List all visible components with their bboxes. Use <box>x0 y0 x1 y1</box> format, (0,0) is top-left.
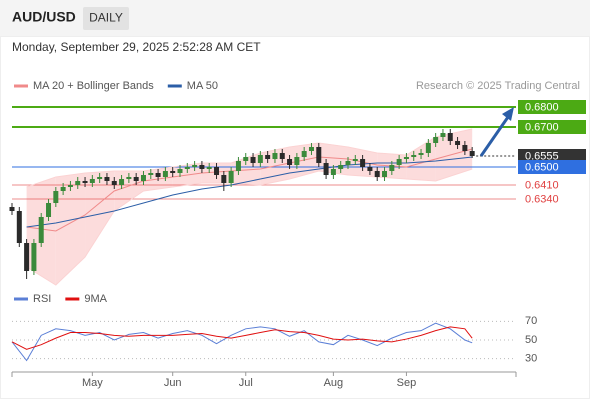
level-box <box>518 160 586 174</box>
candle-body <box>140 175 146 181</box>
candle-body <box>265 155 271 159</box>
candle-body <box>111 181 117 185</box>
candle-body <box>418 153 424 155</box>
candle-body <box>46 203 52 217</box>
candle-body <box>89 179 95 183</box>
candle-body <box>206 167 212 169</box>
candle-body <box>67 185 73 187</box>
level-label: 0.6555 <box>525 150 559 162</box>
candle-body <box>250 157 256 163</box>
candle-body <box>352 159 358 161</box>
candle-body <box>177 169 183 173</box>
candle-body <box>126 177 132 179</box>
candle-body <box>235 161 241 171</box>
candle-body <box>279 153 285 159</box>
candle-body <box>214 167 220 175</box>
bollinger-lower <box>26 168 473 286</box>
candle-body <box>162 171 168 177</box>
candle-body <box>360 159 366 167</box>
bollinger-band <box>55 173 86 285</box>
x-tick-label: Aug <box>324 377 344 389</box>
candle-body <box>9 207 15 211</box>
candle-body <box>316 147 322 163</box>
symbol: AUD/USD <box>12 9 76 25</box>
candle-body <box>345 161 351 165</box>
candle-body <box>323 163 329 175</box>
candle-body <box>104 177 110 181</box>
candle-body <box>133 177 139 181</box>
candle-body <box>455 141 461 145</box>
candle-body <box>396 159 402 165</box>
candle-body <box>338 165 344 169</box>
level-label: 0.6500 <box>525 161 559 173</box>
candle-body <box>31 243 37 271</box>
candle-body <box>82 181 88 183</box>
level-box <box>518 149 586 163</box>
legend-label: MA 50 <box>187 80 218 92</box>
candle-body <box>119 179 125 185</box>
ma-line <box>11 326 473 350</box>
bollinger-band <box>435 129 473 181</box>
candle-body <box>389 165 395 171</box>
candle-body <box>272 153 278 159</box>
candle-body <box>192 165 198 167</box>
candle-body <box>60 187 66 191</box>
candle-body <box>433 137 439 143</box>
legend-label: RSI <box>33 293 51 305</box>
level-label: 0.6700 <box>525 121 559 133</box>
forecast-arrowhead <box>502 107 514 121</box>
x-tick-label: Jul <box>239 377 253 389</box>
candle-body <box>228 171 234 183</box>
legend-label: 9MA <box>84 293 107 305</box>
candle-body <box>155 173 161 177</box>
candle-body <box>38 217 44 243</box>
forecast-arrow <box>479 116 510 157</box>
rsi-line <box>11 322 473 362</box>
candle-body <box>184 167 190 169</box>
candle-body <box>170 171 176 173</box>
candle-body <box>425 143 431 153</box>
candle-body <box>294 157 300 165</box>
timeframe[interactable]: DAILY <box>89 11 123 25</box>
candle-body <box>199 165 205 169</box>
x-tick-label: Sep <box>397 377 417 389</box>
candle-body <box>16 211 22 243</box>
candle-body <box>374 171 380 177</box>
candle-body <box>301 151 307 157</box>
candle-body <box>447 133 453 141</box>
candle-body <box>411 155 417 157</box>
level-label: 0.6340 <box>525 193 559 205</box>
timestamp: Monday, September 29, 2025 2:52:28 AM CE… <box>12 40 261 54</box>
candle-body <box>287 159 293 165</box>
candle-body <box>382 171 388 177</box>
candle-body <box>330 169 336 175</box>
candle-body <box>308 147 314 151</box>
timeframe-tab[interactable] <box>83 7 129 30</box>
candle-body <box>243 157 249 161</box>
candle-body <box>469 151 475 156</box>
candle-body <box>440 133 446 137</box>
level-label: 0.6410 <box>525 179 559 191</box>
candle-body <box>75 181 81 185</box>
candle-body <box>462 145 468 151</box>
candle-body <box>257 155 263 163</box>
x-tick-label: Jun <box>164 377 182 389</box>
candle-body <box>367 167 373 171</box>
y-tick-label: 50 <box>525 334 537 346</box>
legend-label: MA 20 + Bollinger Bands <box>33 80 154 92</box>
y-tick-label: 30 <box>525 353 537 365</box>
candle-body <box>97 177 103 179</box>
level-label: 0.6800 <box>525 101 559 113</box>
x-tick-label: May <box>82 377 103 389</box>
y-tick-label: 70 <box>525 315 537 327</box>
level-box <box>518 120 586 134</box>
candle-body <box>53 191 59 203</box>
candle-body <box>148 173 154 175</box>
candle-body <box>403 157 409 159</box>
credit: Research © 2025 Trading Central <box>416 80 580 92</box>
candle-body <box>221 175 227 183</box>
candle-body <box>24 243 30 271</box>
level-box <box>518 100 586 114</box>
